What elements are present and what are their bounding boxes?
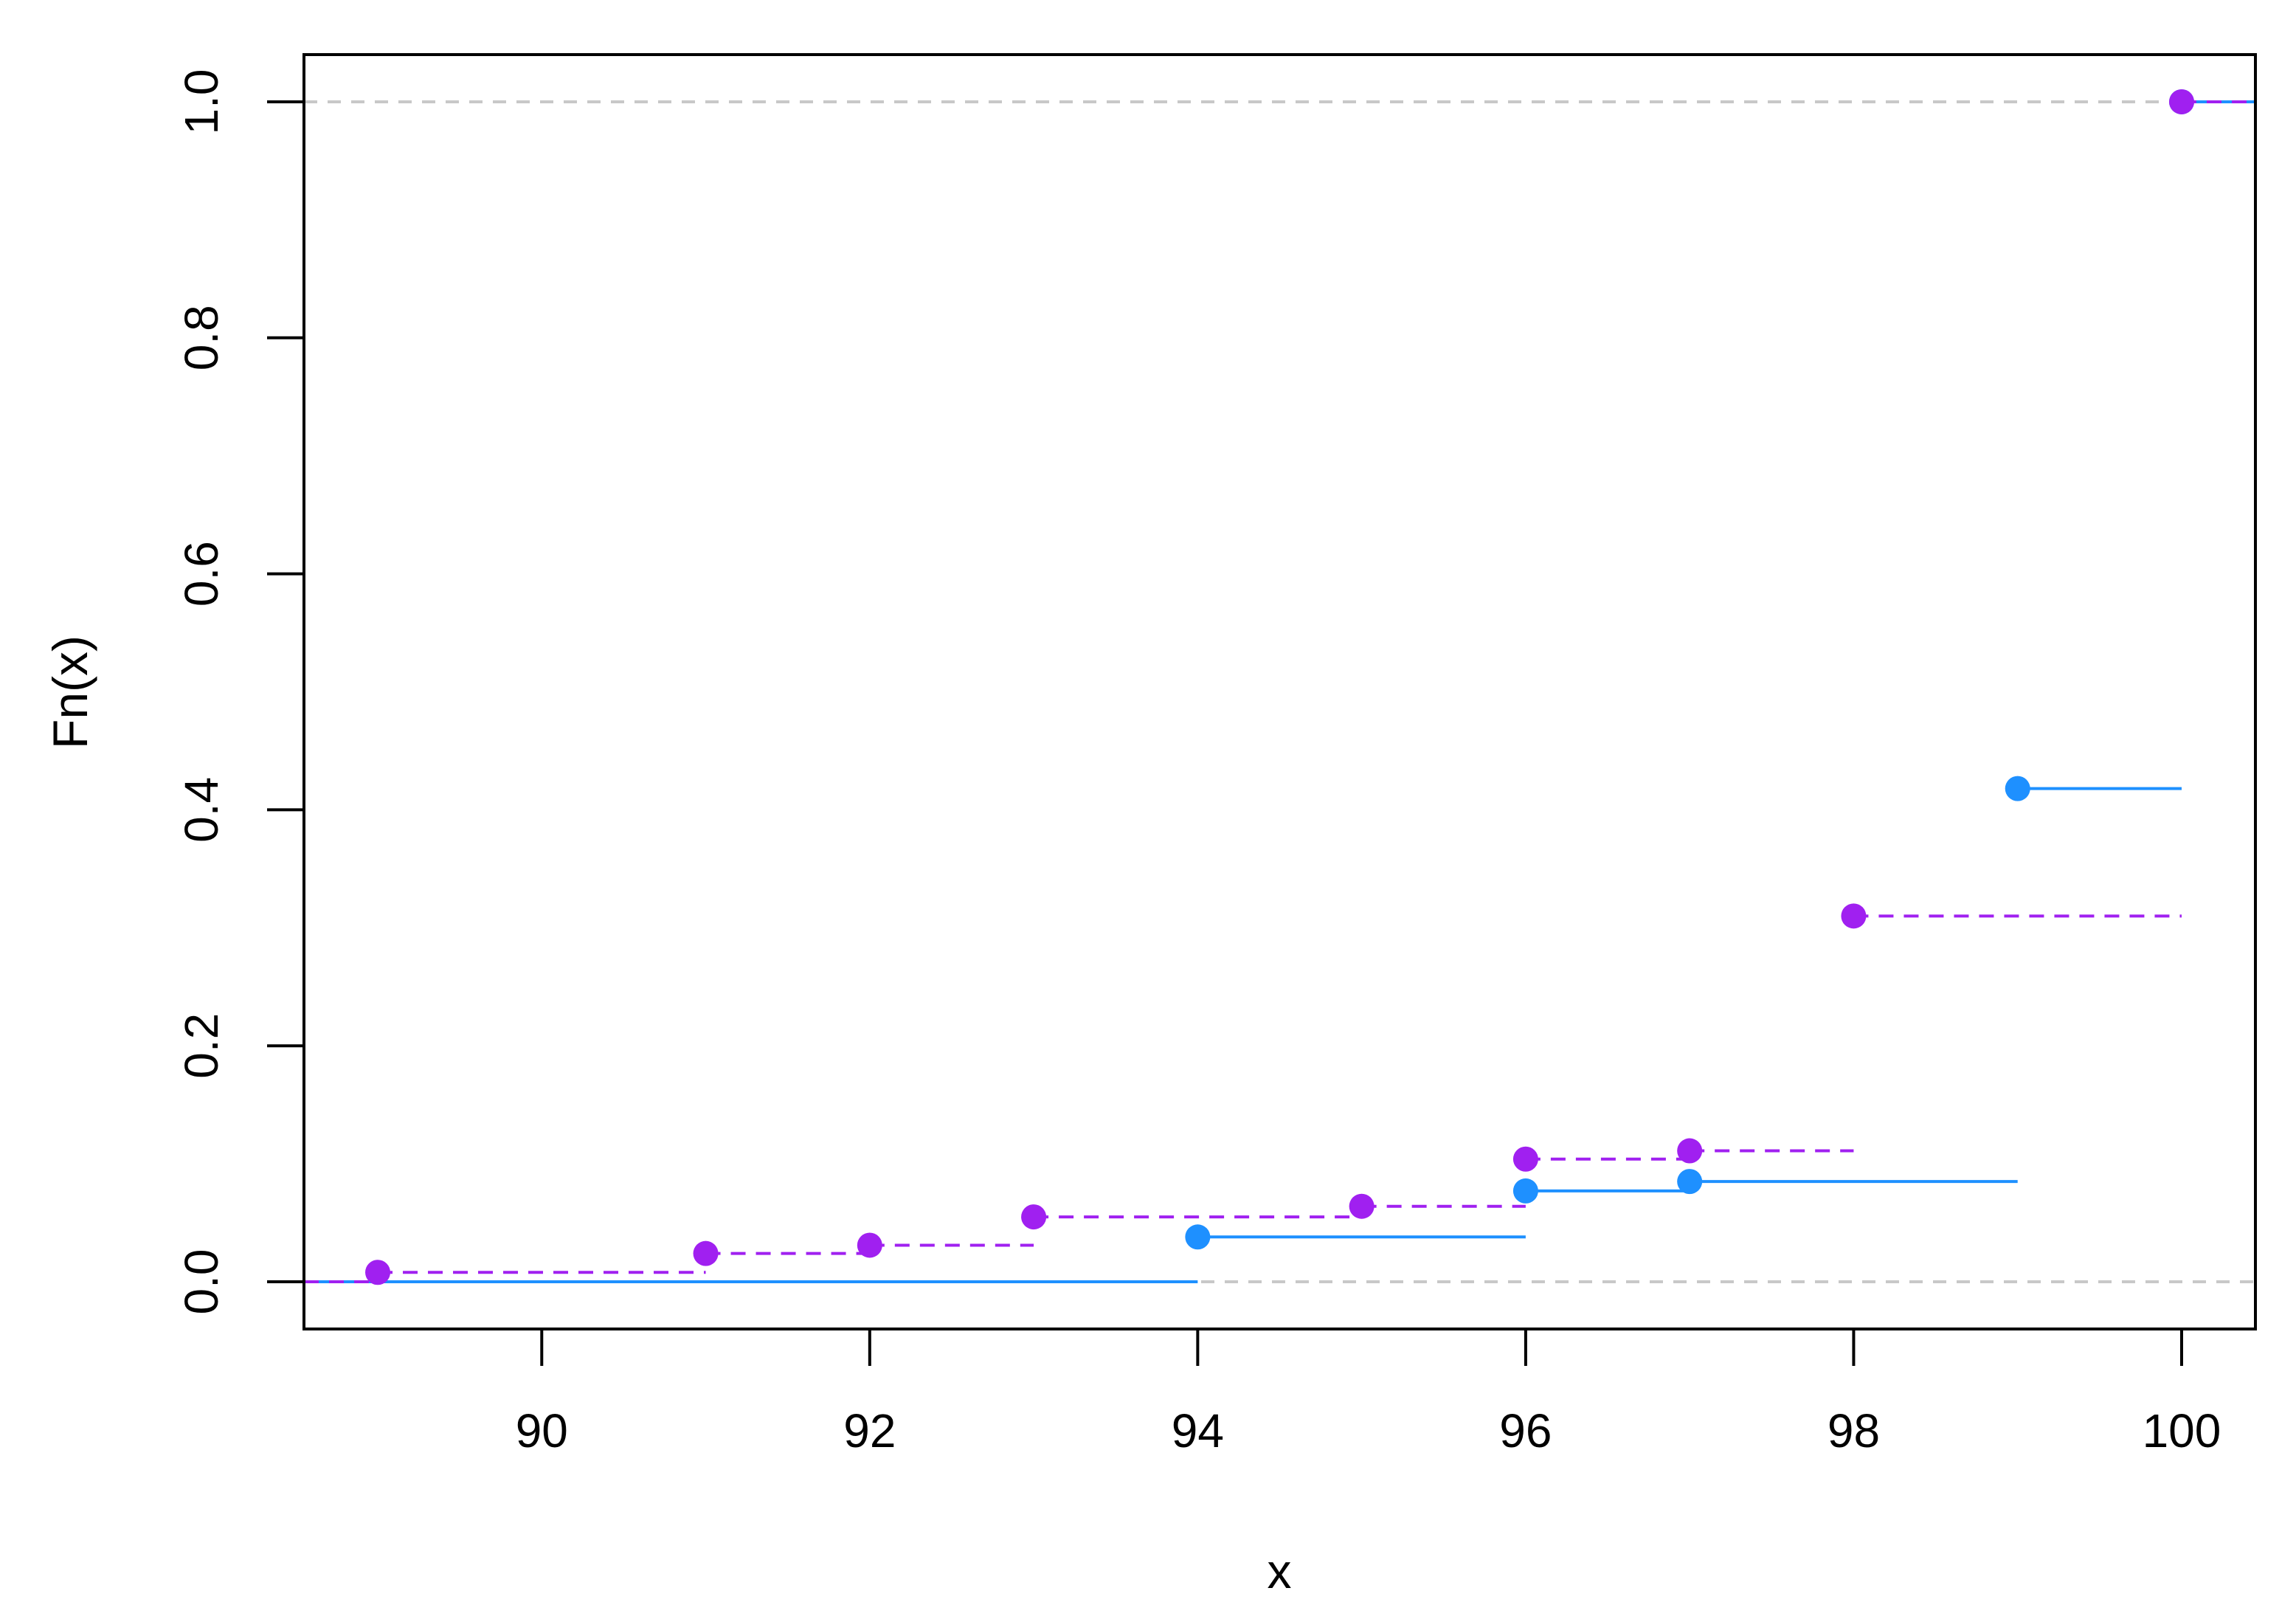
x-tick-label: 90 <box>516 1404 568 1457</box>
y-tick-label: 0.2 <box>175 1013 228 1079</box>
data-point <box>693 1240 719 1266</box>
y-axis: 0.0 0.2 0.4 0.6 0.8 1.0 <box>175 69 304 1315</box>
data-point <box>857 1232 882 1258</box>
y-tick-label: 0.0 <box>175 1249 228 1315</box>
y-tick-label: 0.6 <box>175 541 228 607</box>
series-2 <box>304 89 2255 1285</box>
x-tick-label: 98 <box>1828 1404 1880 1457</box>
data-point <box>1841 903 1867 929</box>
reference-lines <box>304 100 2255 1284</box>
data-point <box>1349 1193 1375 1219</box>
data-point <box>2168 89 2194 114</box>
y-tick-label: 0.8 <box>175 305 228 370</box>
x-tick-label: 100 <box>2143 1404 2221 1457</box>
x-tick-label: 96 <box>1499 1404 1552 1457</box>
y-axis-title: Fn(x) <box>43 635 97 749</box>
data-point <box>1512 1146 1538 1172</box>
x-axis: 90 92 94 96 98 100 <box>516 1329 2221 1457</box>
series-1 <box>304 89 2255 1284</box>
data-point <box>1185 1224 1211 1250</box>
data-point <box>2005 776 2030 801</box>
series-layer <box>304 89 2255 1285</box>
data-point <box>1677 1138 1703 1164</box>
data-point <box>1021 1204 1047 1230</box>
data-point <box>1677 1169 1703 1195</box>
data-point <box>1512 1178 1538 1204</box>
data-point <box>365 1260 391 1285</box>
plot-frame <box>302 53 2257 1330</box>
x-tick-label: 94 <box>1172 1404 1224 1457</box>
y-tick-label: 0.4 <box>175 777 228 843</box>
y-tick-label: 1.0 <box>175 69 228 134</box>
x-axis-title: x <box>1268 1544 1292 1598</box>
x-tick-label: 92 <box>843 1404 896 1457</box>
